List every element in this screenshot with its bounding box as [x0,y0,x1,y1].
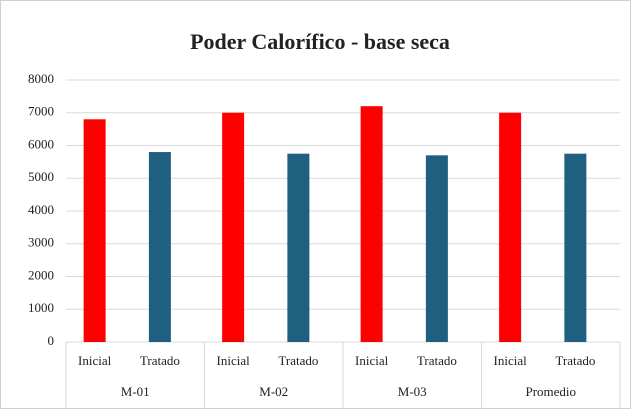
y-tick-label: 8000 [28,71,54,86]
bar [83,119,106,342]
y-tick-label: 3000 [28,235,54,250]
x-group-label: Promedio [525,384,576,399]
x-group-label: M-01 [121,384,150,399]
x-subcategory-label: Tratado [555,353,595,368]
x-group-label: M-02 [259,384,288,399]
y-tick-label: 0 [48,333,55,348]
chart-title: Poder Calorífico - base seca [190,29,450,54]
x-subcategory-label: Tratado [278,353,318,368]
y-tick-label: 2000 [28,267,54,282]
bar [222,112,245,342]
bar [360,106,383,342]
x-subcategory-label: Inicial [494,353,528,368]
bar [287,153,310,342]
x-subcategory-label: Tratado [417,353,457,368]
y-tick-label: 7000 [28,104,54,119]
x-subcategory-label: Inicial [78,353,112,368]
bar [564,153,587,342]
y-tick-label: 4000 [28,202,54,217]
x-subcategory-label: Tratado [140,353,180,368]
bar [499,112,522,342]
y-tick-label: 1000 [28,300,54,315]
x-group-label: M-03 [398,384,427,399]
x-subcategory-label: Inicial [355,353,389,368]
bar [425,155,448,342]
y-tick-label: 6000 [28,136,54,151]
y-tick-label: 5000 [28,169,54,184]
x-subcategory-label: Inicial [217,353,251,368]
bar [148,152,171,342]
